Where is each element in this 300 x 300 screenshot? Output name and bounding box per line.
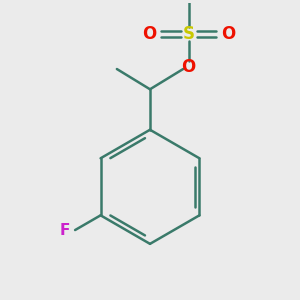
Text: F: F [59,223,70,238]
Text: O: O [182,58,196,76]
Text: S: S [183,25,195,43]
Text: O: O [142,25,156,43]
Text: O: O [221,25,236,43]
